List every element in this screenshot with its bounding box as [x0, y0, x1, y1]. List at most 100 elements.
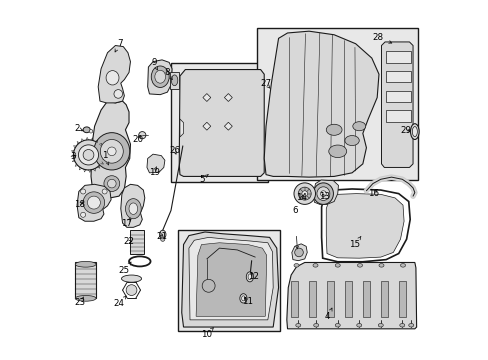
Polygon shape [196, 243, 266, 316]
Ellipse shape [400, 264, 405, 267]
Ellipse shape [378, 323, 383, 327]
Polygon shape [291, 244, 306, 261]
Ellipse shape [408, 323, 413, 327]
Text: 8: 8 [164, 68, 170, 77]
Polygon shape [313, 180, 338, 204]
Ellipse shape [202, 279, 215, 292]
Ellipse shape [246, 272, 253, 282]
Bar [290, 281, 298, 317]
Text: 16: 16 [367, 189, 378, 198]
Polygon shape [188, 237, 273, 320]
Text: 15: 15 [348, 240, 360, 249]
Text: 11: 11 [242, 297, 252, 306]
Polygon shape [224, 122, 232, 130]
Ellipse shape [151, 66, 169, 87]
Text: 17: 17 [121, 219, 132, 228]
Ellipse shape [298, 187, 310, 200]
Text: 6: 6 [291, 206, 297, 215]
Text: 29: 29 [400, 126, 410, 135]
Ellipse shape [399, 323, 404, 327]
Text: 13: 13 [318, 192, 329, 201]
Ellipse shape [410, 124, 418, 139]
Polygon shape [121, 184, 144, 227]
Polygon shape [224, 94, 232, 102]
Polygon shape [203, 122, 210, 130]
Bar [386, 71, 410, 82]
Text: 27: 27 [260, 80, 271, 89]
Ellipse shape [352, 122, 365, 131]
Ellipse shape [106, 71, 119, 85]
Bar [178, 230, 280, 330]
Ellipse shape [293, 183, 315, 204]
Ellipse shape [356, 323, 361, 327]
Ellipse shape [247, 274, 251, 280]
Ellipse shape [81, 212, 85, 217]
Ellipse shape [378, 264, 383, 267]
Bar [398, 281, 405, 317]
Ellipse shape [73, 140, 103, 170]
Text: 20: 20 [132, 135, 143, 144]
Ellipse shape [102, 189, 107, 194]
Bar [362, 281, 369, 317]
Bar [344, 281, 351, 317]
Ellipse shape [114, 90, 122, 98]
Ellipse shape [129, 203, 137, 215]
Ellipse shape [107, 179, 116, 188]
Ellipse shape [312, 264, 317, 267]
Text: 3: 3 [70, 152, 76, 161]
Ellipse shape [293, 264, 298, 267]
Text: 9: 9 [151, 58, 157, 67]
Text: 23: 23 [75, 298, 85, 307]
Ellipse shape [104, 176, 120, 192]
Ellipse shape [126, 285, 137, 296]
Text: 19: 19 [148, 168, 159, 177]
Bar [308, 281, 316, 317]
Ellipse shape [344, 135, 359, 145]
Polygon shape [286, 262, 416, 329]
Ellipse shape [294, 248, 303, 257]
Ellipse shape [325, 124, 341, 135]
Ellipse shape [94, 133, 129, 170]
Ellipse shape [83, 192, 104, 213]
Text: 10: 10 [201, 330, 212, 339]
Polygon shape [203, 94, 210, 102]
Bar [130, 230, 144, 253]
Polygon shape [147, 154, 164, 173]
Bar [380, 281, 387, 317]
Text: 24: 24 [113, 299, 124, 308]
Bar [386, 111, 410, 122]
Text: 7: 7 [117, 39, 122, 48]
Ellipse shape [411, 127, 416, 136]
Text: 18: 18 [74, 200, 85, 209]
Ellipse shape [107, 147, 116, 156]
Ellipse shape [160, 237, 164, 241]
Ellipse shape [75, 261, 96, 267]
Polygon shape [147, 60, 172, 95]
Polygon shape [77, 184, 111, 221]
Text: 4: 4 [325, 312, 330, 321]
Ellipse shape [335, 264, 340, 267]
Ellipse shape [155, 70, 165, 83]
Ellipse shape [100, 139, 123, 163]
Text: 12: 12 [248, 271, 259, 280]
Ellipse shape [313, 183, 333, 204]
Text: 28: 28 [371, 33, 383, 42]
Text: 14: 14 [296, 193, 307, 202]
Ellipse shape [83, 149, 94, 160]
Polygon shape [91, 101, 130, 198]
Ellipse shape [320, 191, 325, 197]
Ellipse shape [83, 127, 90, 133]
Polygon shape [180, 119, 183, 137]
Bar [386, 91, 410, 102]
Ellipse shape [241, 296, 244, 301]
Bar [326, 281, 333, 317]
Text: 2: 2 [74, 123, 79, 132]
Polygon shape [325, 194, 403, 258]
Bar [170, 72, 179, 89]
Ellipse shape [87, 196, 100, 209]
Ellipse shape [139, 132, 145, 139]
Ellipse shape [295, 323, 300, 327]
Ellipse shape [335, 323, 340, 327]
Ellipse shape [81, 189, 85, 194]
Ellipse shape [357, 264, 362, 267]
